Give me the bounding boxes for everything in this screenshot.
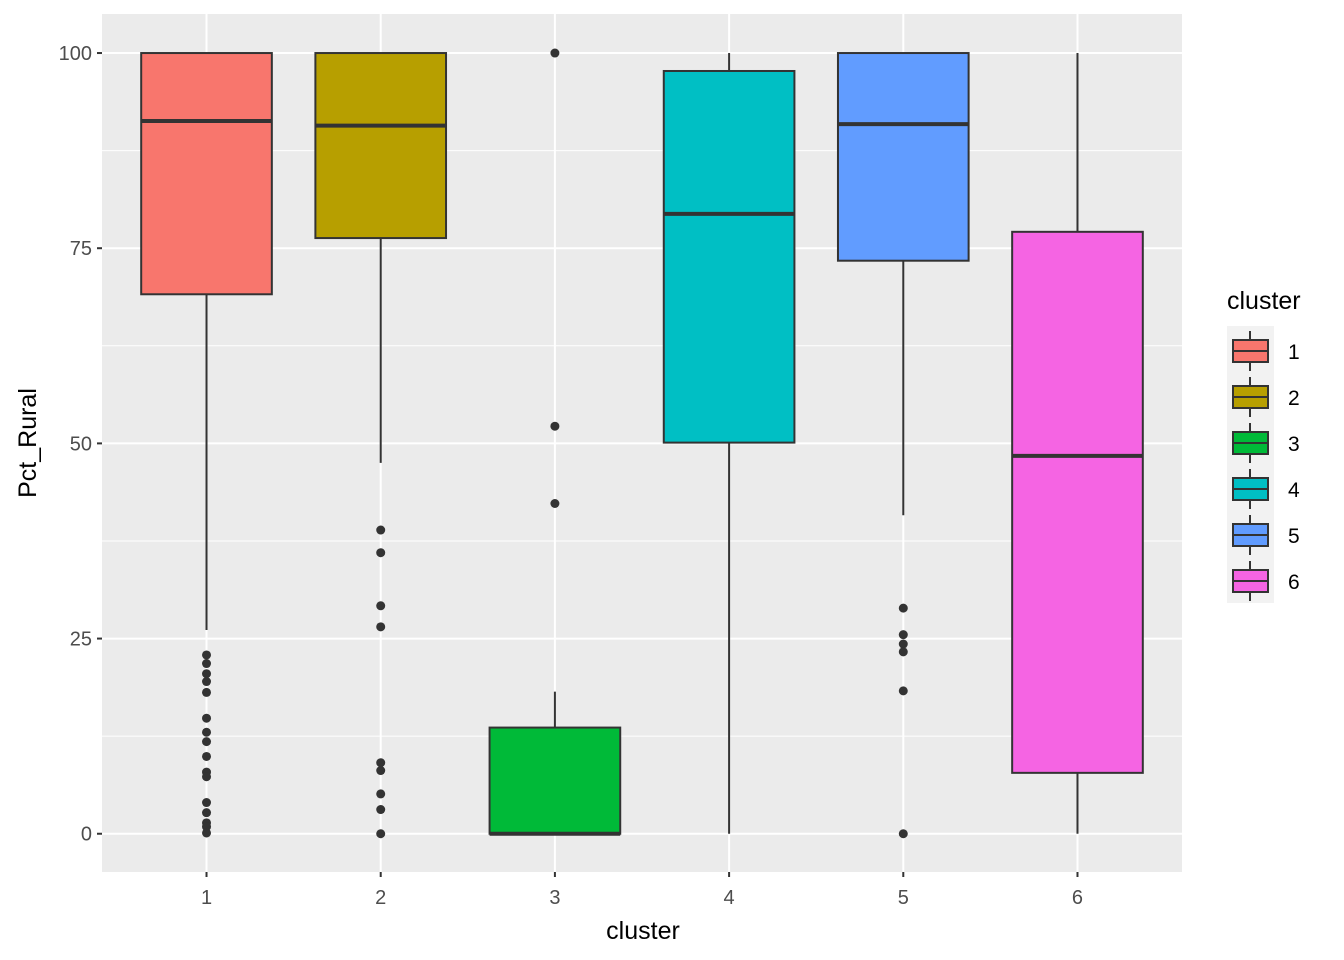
outlier-point — [202, 772, 212, 782]
legend-item-1: 1 — [1232, 331, 1300, 371]
outlier-point — [376, 622, 386, 632]
legend-item-5: 5 — [1232, 515, 1300, 555]
legend-item-3: 3 — [1232, 423, 1300, 463]
outlier-point — [202, 822, 212, 832]
x-tick-label: 1 — [201, 887, 212, 909]
outlier-point — [550, 499, 560, 509]
x-tick-label: 6 — [1072, 887, 1083, 909]
legend-item-6: 6 — [1232, 561, 1300, 601]
box-cluster-3 — [488, 48, 622, 836]
outlier-point — [202, 659, 212, 669]
iqr-box — [1011, 230, 1144, 774]
outlier-point — [202, 828, 212, 838]
legend-key-background — [1227, 326, 1274, 603]
outlier-point — [376, 758, 386, 768]
outlier-point — [202, 727, 212, 737]
outlier-point — [898, 647, 908, 657]
box-cluster-5 — [836, 52, 970, 839]
outlier-point — [202, 687, 212, 697]
legend-title: cluster — [1227, 287, 1301, 315]
x-tick-label: 4 — [724, 887, 735, 909]
x-axis-title: cluster — [606, 917, 680, 945]
outlier-point — [898, 630, 908, 640]
box-cluster-4 — [662, 53, 796, 834]
legend-label: 1 — [1288, 341, 1300, 364]
outlier-point — [376, 601, 386, 611]
outlier-point — [550, 48, 560, 58]
legend-label: 5 — [1288, 525, 1300, 548]
y-tick-label: 50 — [70, 433, 92, 455]
outlier-point — [898, 603, 908, 613]
legend-label: 2 — [1288, 387, 1300, 410]
outlier-point — [202, 713, 212, 723]
outlier-point — [376, 766, 386, 776]
outlier-point — [898, 639, 908, 649]
box-cluster-2 — [314, 52, 448, 839]
y-axis-title: Pct_Rural — [14, 388, 42, 498]
box-cluster-1 — [140, 52, 273, 838]
legend-item-2: 2 — [1232, 377, 1300, 417]
legend-label: 4 — [1288, 479, 1300, 502]
iqr-box — [662, 69, 796, 444]
outlier-point — [202, 677, 212, 687]
y-tick-label: 100 — [59, 43, 92, 65]
iqr-box — [836, 52, 970, 262]
outlier-point — [202, 808, 212, 818]
outlier-point — [202, 798, 212, 808]
outlier-point — [550, 421, 560, 431]
x-tick-label: 2 — [375, 887, 386, 909]
outlier-point — [898, 829, 908, 839]
legend-label: 3 — [1288, 433, 1300, 456]
outlier-point — [202, 737, 212, 747]
outlier-point — [202, 669, 212, 679]
outlier-point — [376, 789, 386, 799]
outlier-point — [376, 805, 386, 815]
outlier-point — [376, 829, 386, 839]
iqr-box — [314, 52, 448, 240]
iqr-box — [140, 52, 273, 296]
y-tick-label: 75 — [70, 238, 92, 260]
box-cluster-6 — [1011, 53, 1144, 834]
outlier-point — [898, 686, 908, 696]
y-tick-label: 0 — [81, 824, 92, 846]
x-tick-label: 5 — [898, 887, 909, 909]
x-tick-label: 3 — [549, 887, 560, 909]
outlier-point — [376, 548, 386, 558]
outlier-point — [202, 650, 212, 660]
outlier-point — [376, 525, 386, 535]
iqr-box — [488, 726, 622, 835]
legend: cluster 1 2 3 4 5 6 — [1227, 287, 1301, 603]
y-tick-label: 25 — [70, 629, 92, 651]
legend-label: 6 — [1288, 571, 1300, 594]
legend-item-4: 4 — [1232, 469, 1300, 509]
outlier-point — [202, 751, 212, 761]
